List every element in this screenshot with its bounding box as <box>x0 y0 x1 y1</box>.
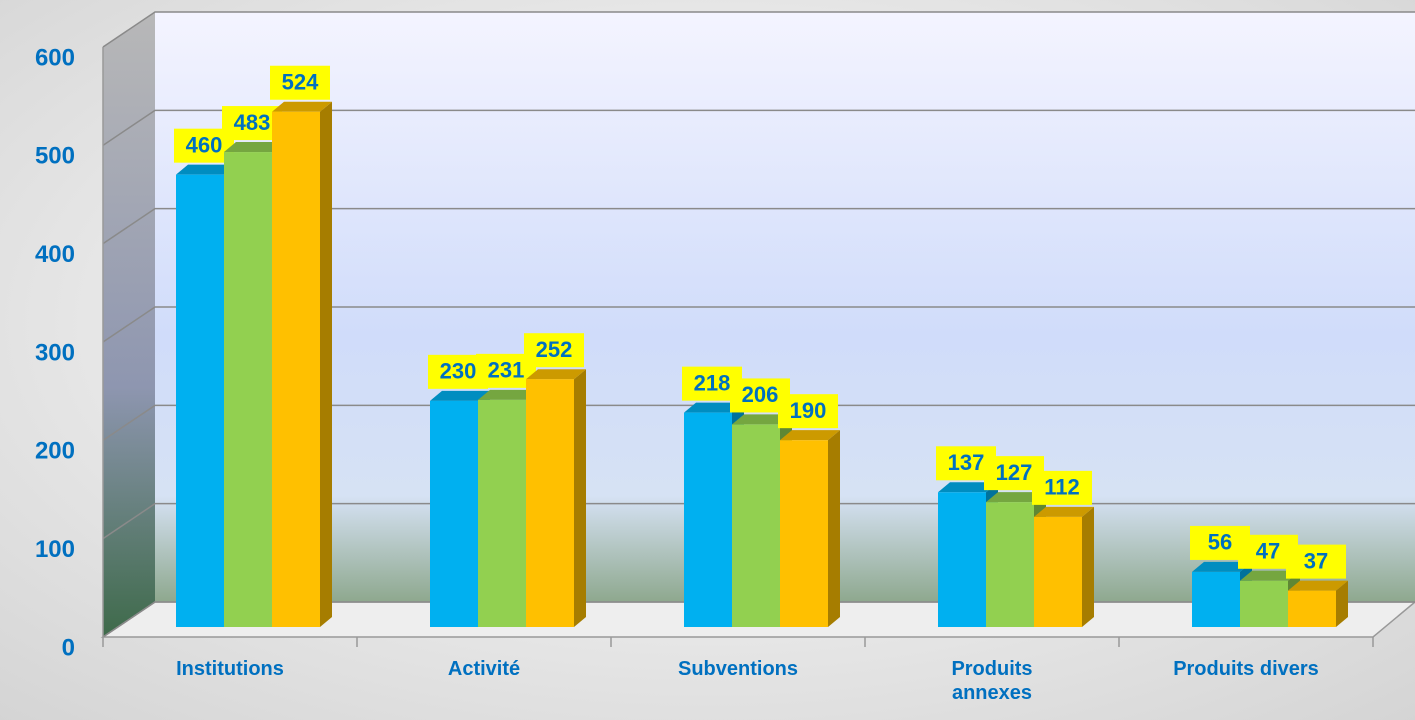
value-label: 231 <box>488 358 525 383</box>
grid-line <box>102 11 1415 48</box>
value-label-box <box>524 333 584 368</box>
value-label: 252 <box>536 337 573 362</box>
value-label: 524 <box>282 70 319 95</box>
y-tick-label: 0 <box>62 634 75 661</box>
x-tick-label: Produits annexes <box>951 658 1033 704</box>
bar <box>176 174 224 627</box>
x-tick-label: Produits divers <box>1173 658 1319 680</box>
value-label-box <box>1032 470 1092 505</box>
y-tick-label: 300 <box>35 339 75 366</box>
bar <box>1192 571 1240 627</box>
value-label: 460 <box>186 132 223 157</box>
bar-top <box>526 369 586 380</box>
x-tick-label: Subventions <box>677 658 798 680</box>
bar <box>938 492 986 627</box>
bar-top <box>938 482 998 493</box>
bar-side <box>1082 506 1094 627</box>
value-label-box <box>778 394 838 429</box>
bar <box>986 502 1034 627</box>
grid-line <box>102 109 1415 146</box>
bar <box>272 111 320 627</box>
bar-top <box>1192 561 1252 572</box>
bar-top <box>176 164 236 175</box>
bar-top <box>478 389 538 400</box>
bar-side <box>320 101 332 627</box>
bar-top <box>986 492 1046 503</box>
bar-top <box>684 402 744 413</box>
bar <box>526 379 574 627</box>
value-label: 47 <box>1256 539 1280 564</box>
bar <box>780 440 828 627</box>
grid-line <box>102 207 1415 245</box>
value-label: 137 <box>948 450 985 475</box>
bar <box>224 152 272 628</box>
value-label-box <box>1286 544 1346 579</box>
bar <box>430 400 478 627</box>
value-label: 218 <box>694 370 731 395</box>
bar-side <box>574 369 586 627</box>
grid-line <box>102 306 1415 343</box>
bar <box>732 424 780 627</box>
bar-top <box>1240 570 1300 581</box>
bar-top <box>272 101 332 112</box>
bar <box>478 399 526 627</box>
bar-side <box>828 430 840 627</box>
value-label: 112 <box>1044 475 1080 500</box>
bar-top <box>732 414 792 425</box>
bar-top <box>430 390 490 401</box>
bar-top <box>1034 506 1094 517</box>
bar-top <box>1288 580 1348 591</box>
bar-top <box>224 142 284 153</box>
value-label: 56 <box>1208 530 1232 555</box>
y-tick-label: 100 <box>35 536 75 563</box>
value-label-box <box>270 65 330 100</box>
y-tick-label: 600 <box>35 44 75 71</box>
value-label: 127 <box>996 460 1033 485</box>
value-label: 483 <box>234 110 271 135</box>
bar-side <box>1336 580 1348 627</box>
y-tick-label: 500 <box>35 143 75 170</box>
value-label: 37 <box>1304 548 1328 573</box>
x-tick-label: Activité <box>447 658 521 680</box>
value-label: 190 <box>790 398 827 423</box>
bar-top <box>780 430 840 441</box>
y-tick-label: 200 <box>35 438 75 465</box>
bar <box>1034 516 1082 627</box>
bar <box>684 412 732 627</box>
x-tick-label: Institutions <box>176 658 284 680</box>
value-label: 230 <box>440 359 477 384</box>
bar <box>1288 590 1336 627</box>
y-tick-label: 400 <box>35 241 75 268</box>
bar <box>1240 580 1288 627</box>
value-label: 206 <box>742 382 779 407</box>
grid-line <box>102 404 1415 441</box>
